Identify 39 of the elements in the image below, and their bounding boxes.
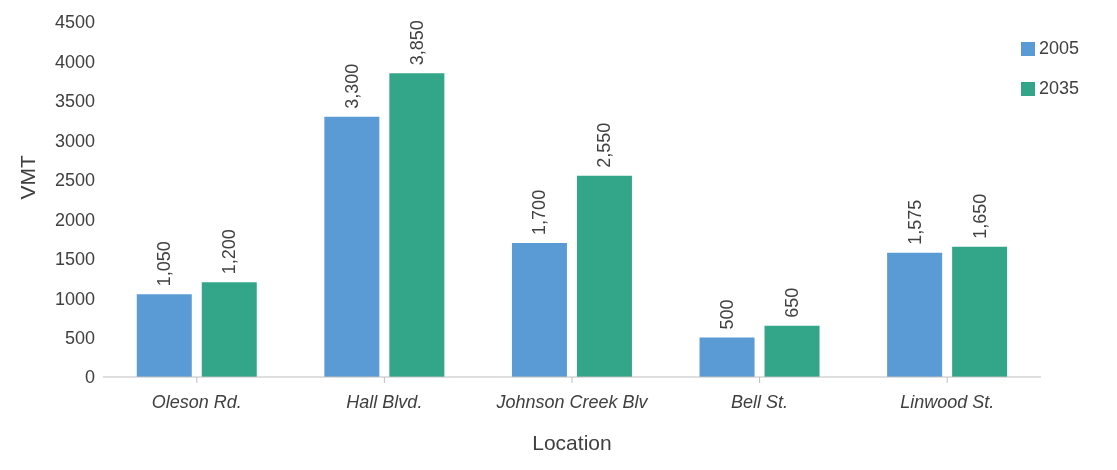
bar <box>511 242 567 377</box>
y-tick-label: 2500 <box>54 170 95 191</box>
data-label: 1,200 <box>219 229 240 275</box>
y-axis-title: VMT <box>16 155 40 200</box>
y-tick-label: 4000 <box>54 51 95 72</box>
y-tick-label: 1500 <box>54 249 95 270</box>
bar <box>389 73 445 377</box>
y-tick-label: 2000 <box>54 209 95 230</box>
data-label: 650 <box>782 287 803 318</box>
y-tick-label: 1000 <box>54 288 95 309</box>
bar <box>324 116 380 377</box>
data-label: 1,050 <box>154 241 175 287</box>
y-tick-label: 3500 <box>54 91 95 112</box>
data-label: 3,300 <box>341 63 362 109</box>
bar <box>764 325 820 377</box>
y-tick-label: 0 <box>84 367 95 388</box>
x-tick-label: Bell St. <box>731 391 789 412</box>
bar <box>952 246 1008 377</box>
data-label: 3,850 <box>406 20 427 66</box>
x-axis-title: Location <box>532 431 612 454</box>
legend-label: 2005 <box>1038 38 1079 58</box>
y-tick-label: 3000 <box>54 130 95 151</box>
bar <box>576 175 632 377</box>
bar <box>887 252 943 377</box>
bar <box>136 294 192 377</box>
bar <box>699 337 755 377</box>
data-label: 500 <box>717 299 738 330</box>
x-tick-label: Hall Blvd. <box>346 391 423 412</box>
data-label: 1,650 <box>969 193 990 239</box>
data-label: 1,575 <box>904 199 925 245</box>
x-tick-label: Oleson Rd. <box>151 391 242 412</box>
x-tick-label: Linwood St. <box>900 391 995 412</box>
legend-label: 2035 <box>1038 78 1079 98</box>
data-label: 2,550 <box>594 122 615 168</box>
y-tick-label: 4500 <box>54 12 95 33</box>
y-tick-label: 500 <box>64 327 95 348</box>
data-label: 1,700 <box>529 189 550 235</box>
x-tick-label: Johnson Creek Blv <box>495 391 649 412</box>
bar <box>201 282 257 377</box>
